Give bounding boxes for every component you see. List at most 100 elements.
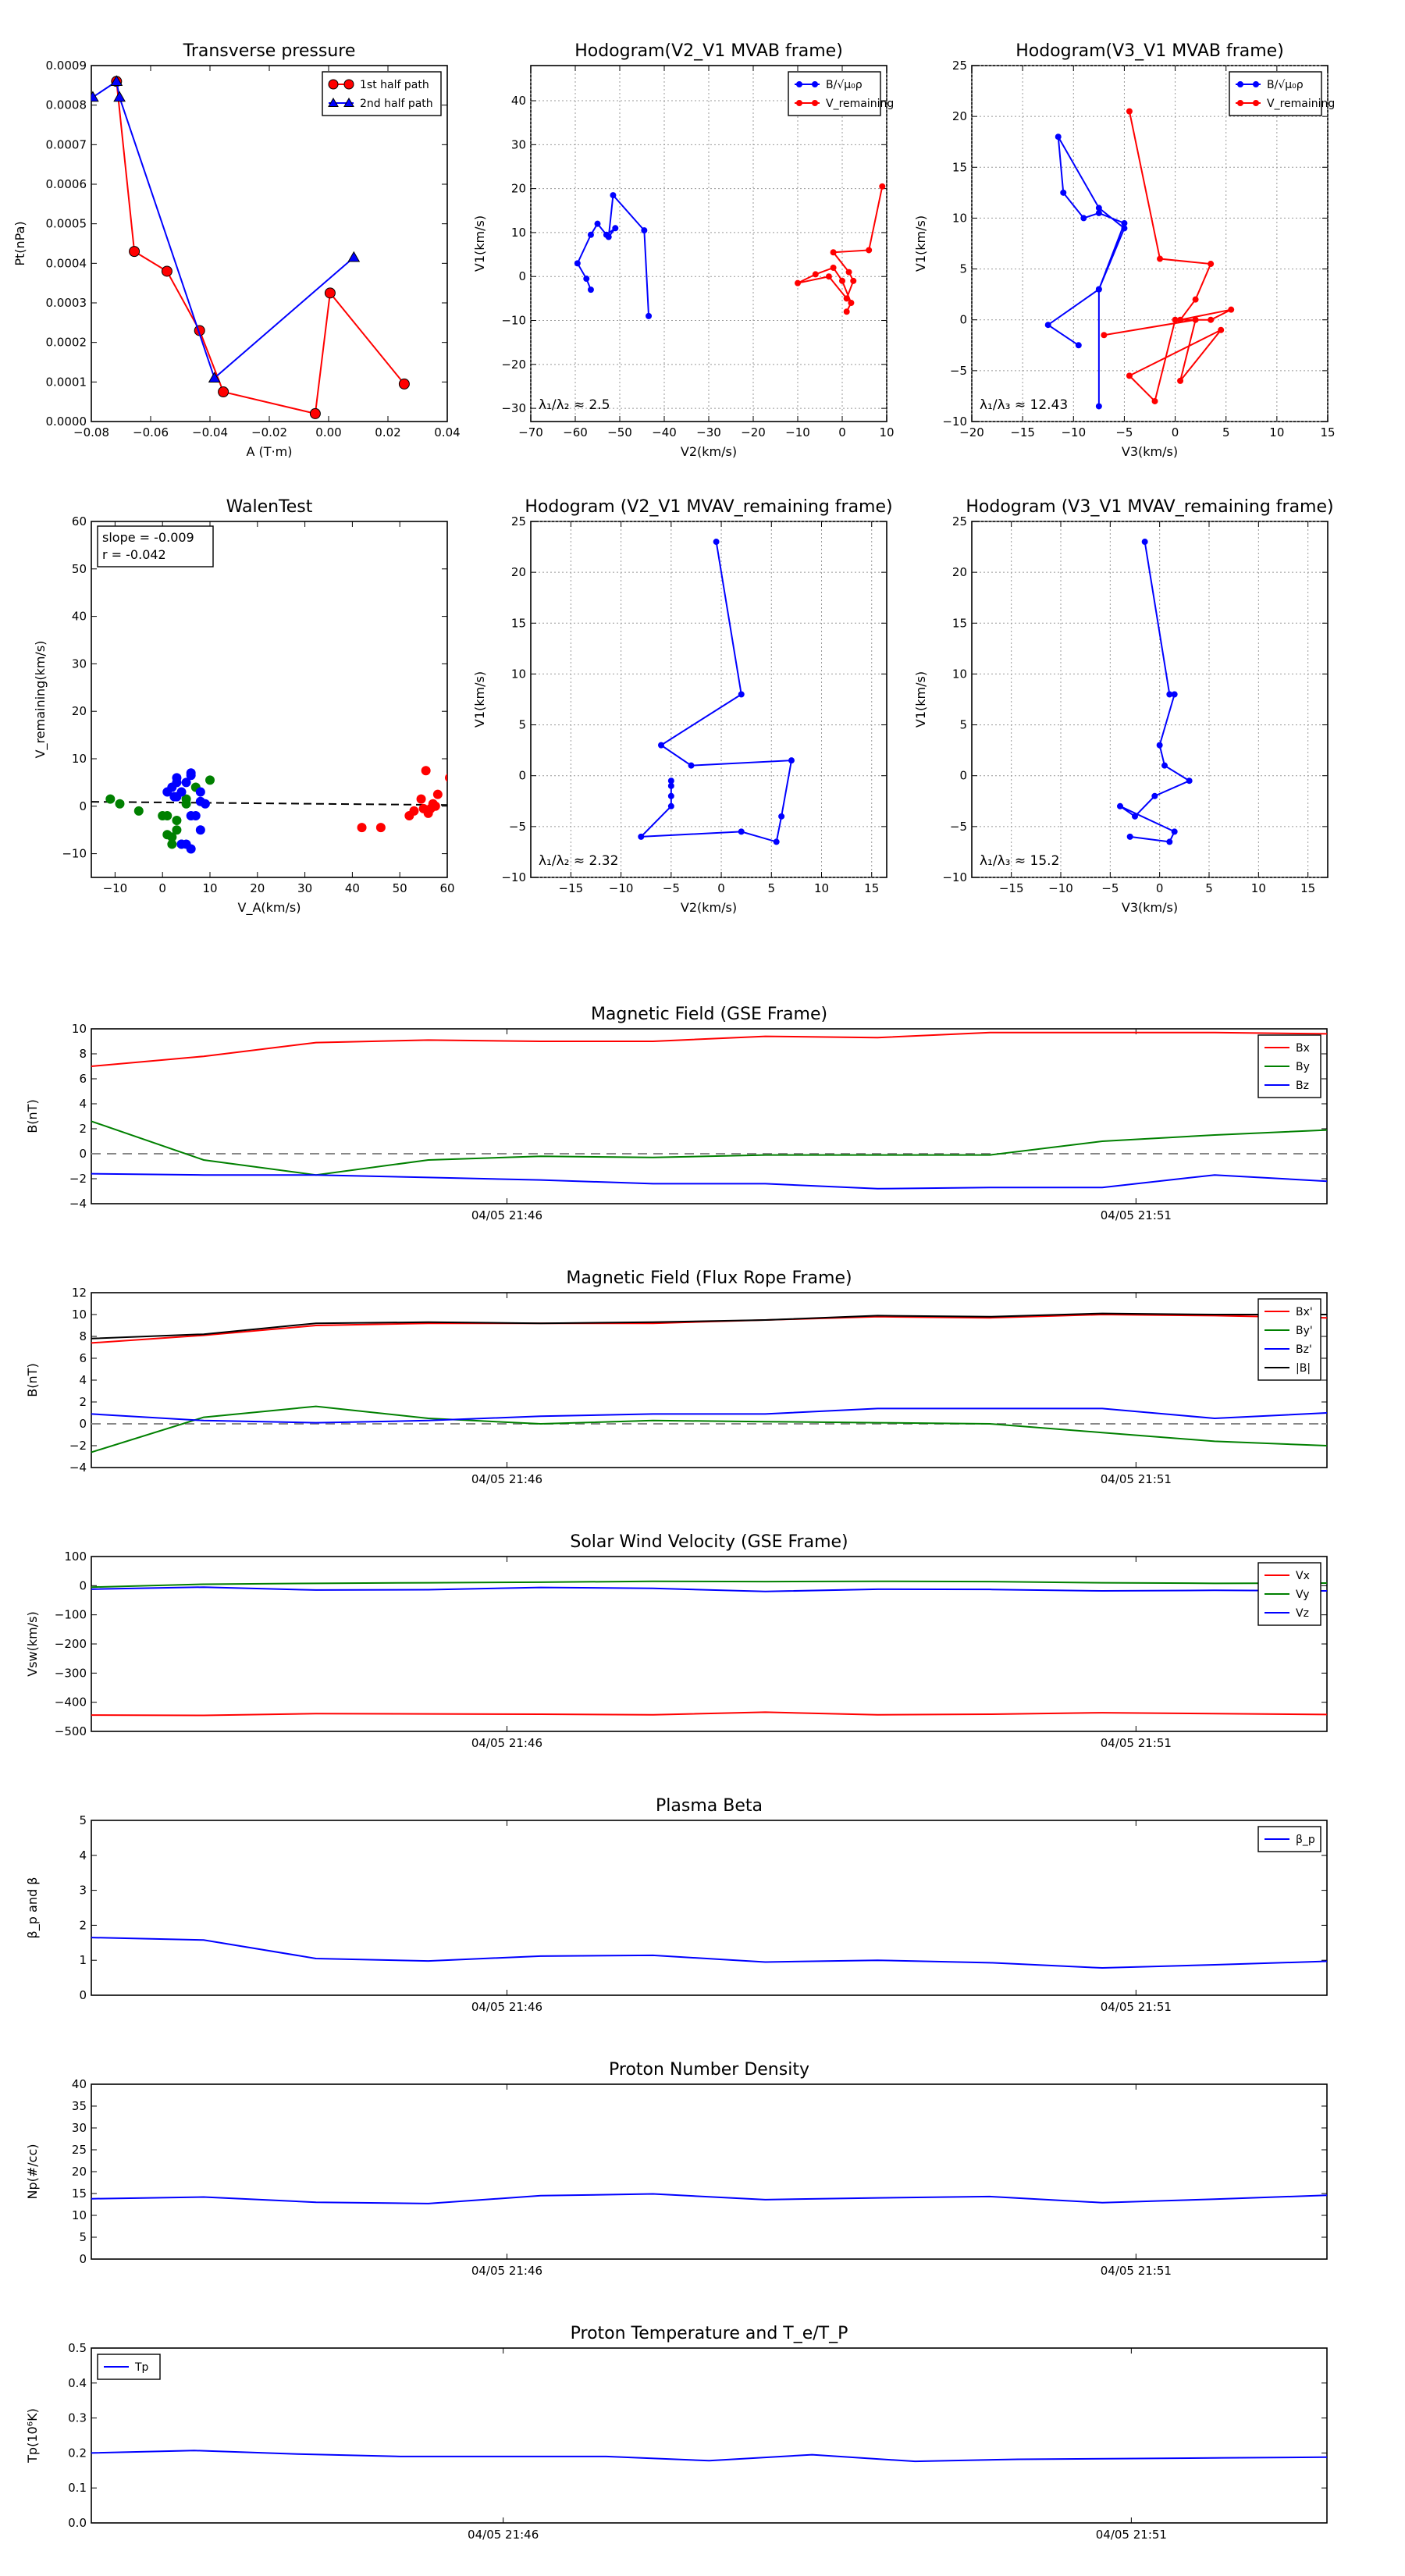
- legend-label: 1st half path: [360, 79, 429, 91]
- data-point: [667, 792, 674, 799]
- y-tick-label: 0: [79, 1578, 87, 1592]
- data-point: [641, 227, 648, 234]
- chart-title: WalenTest: [226, 497, 313, 517]
- y-tick-label: 20: [511, 565, 526, 579]
- data-point: [1121, 219, 1128, 226]
- data-point: [638, 833, 645, 840]
- data-point: [866, 247, 873, 254]
- data-point: [200, 799, 210, 809]
- y-tick-label: 25: [72, 2143, 87, 2157]
- data-point: [416, 794, 426, 804]
- x-tick-label: 15: [1300, 881, 1315, 895]
- series-line-0: [91, 1937, 1328, 1969]
- y-tick-label: −5: [950, 820, 967, 834]
- data-point: [1121, 225, 1128, 232]
- legend-label: V_remaining: [826, 98, 894, 110]
- y-tick-label: 25: [511, 514, 526, 528]
- y-axis-label: V1(km/s): [472, 671, 487, 728]
- y-axis-label: Np(#/cc): [25, 2144, 40, 2200]
- y-tick-label: 5: [518, 718, 526, 732]
- legend-marker: [812, 100, 818, 106]
- x-tick-label: 0.00: [315, 425, 341, 439]
- legend-label: Vy: [1296, 1589, 1310, 1601]
- x-tick-label: 10: [202, 881, 217, 895]
- y-tick-label: 0.5: [68, 2341, 87, 2355]
- data-point: [1172, 316, 1179, 323]
- axes-frame: [91, 65, 448, 422]
- y-tick-label: −10: [62, 847, 87, 861]
- y-tick-label: 0.0008: [46, 98, 87, 112]
- data-point: [713, 539, 720, 546]
- x-axis-label: V3(km/s): [1122, 444, 1178, 459]
- y-axis-label: β_p and β: [25, 1877, 41, 1939]
- y-tick-label: 0: [79, 1147, 87, 1161]
- y-tick-label: 0.0002: [46, 336, 87, 350]
- x-tick-label: −60: [563, 425, 588, 439]
- x-tick-label: 15: [1320, 425, 1335, 439]
- x-tick-label: 10: [814, 881, 829, 895]
- data-point: [788, 757, 795, 764]
- series-line-1: [91, 1580, 1328, 1589]
- data-point: [347, 251, 361, 262]
- data-point: [1101, 332, 1108, 339]
- plot-area: [91, 75, 410, 419]
- y-tick-label: 6: [79, 1351, 87, 1365]
- legend-label: Bx: [1296, 1042, 1310, 1055]
- data-point: [1192, 316, 1199, 323]
- x-tick-label: 0: [1172, 425, 1179, 439]
- data-point: [1166, 838, 1173, 845]
- x-tick-label: 10: [1251, 881, 1266, 895]
- axes-frame: [91, 2347, 1328, 2524]
- chart-title: Hodogram (V2_V1 MVAV_remaining frame): [525, 497, 892, 517]
- data-point: [612, 225, 619, 232]
- stats-label: slope = -0.009: [102, 530, 194, 545]
- data-point: [657, 742, 664, 749]
- x-tick-label: −50: [607, 425, 632, 439]
- ratio-annotation: λ₁/λ₃ ≈ 12.43: [980, 397, 1068, 413]
- data-point: [1186, 777, 1193, 785]
- y-tick-label: 2: [79, 1122, 87, 1136]
- y-tick-label: −300: [55, 1666, 87, 1680]
- x-tick-label: 04/05 21:51: [1101, 1208, 1172, 1222]
- x-tick-label: −0.02: [251, 425, 287, 439]
- data-point: [208, 372, 221, 383]
- y-tick-label: 10: [511, 226, 526, 240]
- legend-box: [1257, 1298, 1321, 1381]
- legend-label: Bz: [1296, 1080, 1309, 1092]
- y-tick-label: 4: [79, 1373, 87, 1387]
- chart-magnetic-field-gse: −4 −2 0 2 4 6 8 10 04/05 21:46 04/05 21:51 Magneti…: [25, 1005, 1328, 1222]
- y-tick-label: 0: [518, 769, 526, 783]
- data-point: [646, 312, 653, 319]
- axes-frame: [91, 1820, 1328, 1996]
- y-tick-label: 2: [79, 1918, 87, 1932]
- legend-box: [788, 71, 881, 116]
- data-point: [172, 816, 182, 826]
- legend-marker: [1253, 81, 1259, 87]
- data-point: [190, 810, 201, 820]
- x-tick-label: 0: [158, 881, 166, 895]
- data-point: [195, 825, 205, 835]
- chart-title: Proton Temperature and T_e/T_P: [571, 2324, 848, 2343]
- data-point: [1208, 316, 1215, 323]
- legend-label: Vz: [1296, 1607, 1309, 1620]
- y-tick-label: −30: [501, 401, 526, 415]
- y-axis-label: V1(km/s): [472, 215, 487, 272]
- y-tick-label: 30: [72, 656, 87, 671]
- legend-box: [322, 71, 442, 116]
- x-tick-label: 30: [297, 881, 312, 895]
- chart-title: Solar Wind Velocity (GSE Frame): [570, 1532, 848, 1552]
- y-tick-label: 10: [952, 667, 967, 681]
- x-tick-label: 5: [1222, 425, 1230, 439]
- data-point: [421, 766, 431, 776]
- y-tick-label: 4: [79, 1097, 87, 1111]
- series-line-2: [91, 1586, 1328, 1592]
- x-tick-label: −15: [1010, 425, 1035, 439]
- y-tick-label: 5: [79, 2230, 87, 2244]
- legend-label: |B|: [1296, 1362, 1311, 1375]
- x-tick-label: −5: [1115, 425, 1133, 439]
- y-tick-label: 8: [79, 1047, 87, 1061]
- data-point: [91, 91, 99, 102]
- chart-hodogram-v3-v1-mvab: −20 −15 −10 −5 0 5 10 15 −10 −5 0 5 10 15 20 25 Hodogram…: [913, 41, 1336, 459]
- legend-label: Bx': [1296, 1306, 1313, 1318]
- chart-title: Magnetic Field (Flux Rope Frame): [566, 1268, 852, 1288]
